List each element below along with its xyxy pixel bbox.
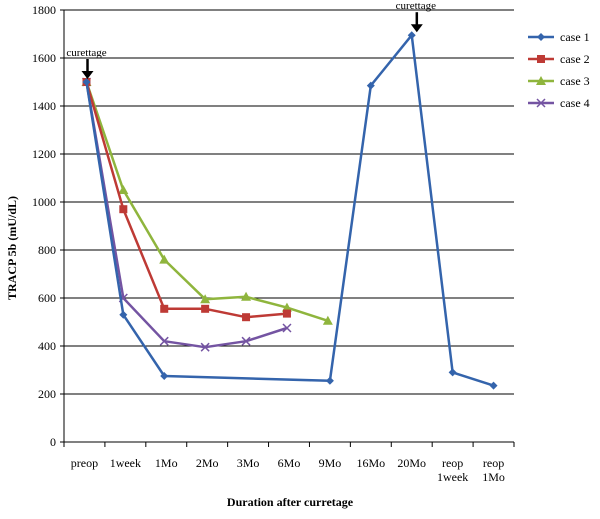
- x-axis-title: Duration after curretage: [227, 495, 354, 509]
- y-tick-label: 1000: [32, 195, 56, 209]
- y-tick-label: 1400: [32, 99, 56, 113]
- x-tick-label: reop: [442, 456, 463, 470]
- x-tick-label: 9Mo: [319, 456, 342, 470]
- annotations: curettage curettage: [66, 0, 436, 79]
- data-point: [448, 368, 457, 377]
- marker-stroke: [200, 342, 210, 352]
- data-point: [281, 302, 292, 312]
- x-tick-label: 16Mo: [356, 456, 385, 470]
- legend-marker: [536, 98, 546, 108]
- legend-label: case 3: [560, 74, 590, 88]
- y-tick-label: 1800: [32, 3, 56, 17]
- annotation: curettage: [66, 47, 107, 79]
- y-tick-label: 1200: [32, 147, 56, 161]
- data-point: [200, 294, 211, 304]
- legend-marker: [537, 33, 545, 41]
- x-tick-label: 3Mo: [237, 456, 260, 470]
- x-tick-label-line2: 1Mo: [482, 470, 505, 484]
- data-point: [407, 31, 416, 40]
- y-tick-label: 600: [38, 291, 56, 305]
- data-point: [160, 372, 169, 380]
- data-point: [201, 304, 210, 313]
- data-point: [159, 254, 170, 264]
- legend-label: case 4: [560, 96, 590, 110]
- y-tick-label: 800: [38, 243, 56, 257]
- data-point: [241, 336, 251, 346]
- data-point: [325, 376, 334, 385]
- x-tick-label: reop: [483, 456, 504, 470]
- x-tick-label-line2: 1week: [437, 470, 468, 484]
- annotation-arrow-head: [410, 24, 423, 33]
- axes: 0 200 400 600 800 1000 1200 1400 1600 1800 preop 1w…: [32, 3, 515, 484]
- y-tick-label: 200: [38, 387, 56, 401]
- data-point: [282, 309, 291, 318]
- annotation-label: curettage: [66, 47, 106, 59]
- data-point: [159, 336, 169, 346]
- data-point: [322, 315, 333, 325]
- legend-label: case 2: [560, 52, 590, 66]
- x-tick-label: 6Mo: [278, 456, 301, 470]
- series-line-case-1: [85, 33, 494, 387]
- data-point: [241, 291, 252, 301]
- data-point: [82, 78, 91, 86]
- legend: case 1 case 2 case 3 case 4: [528, 30, 590, 110]
- legend-item: case 3: [528, 74, 590, 88]
- legend-item: case 4: [528, 96, 590, 110]
- annotation-label: curettage: [396, 0, 436, 12]
- y-tick-label: 1600: [32, 51, 56, 65]
- annotation: curettage: [396, 0, 436, 33]
- marker-stroke: [241, 336, 251, 346]
- marker-stroke: [282, 323, 292, 333]
- series-line-case-3: [85, 81, 329, 322]
- series-line-case-4: [85, 81, 288, 349]
- series-lines: [81, 31, 498, 390]
- series-line-case-2: [85, 81, 288, 319]
- legend-label: case 1: [560, 30, 590, 44]
- data-point: [119, 310, 128, 319]
- x-tick-label: preop: [71, 456, 98, 470]
- data-point: [282, 323, 292, 333]
- y-tick-label: 0: [50, 435, 56, 449]
- data-point: [489, 381, 498, 390]
- annotation-arrow-head: [81, 71, 94, 79]
- legend-marker: [537, 55, 545, 63]
- y-tick-label: 400: [38, 339, 56, 353]
- data-point: [119, 205, 128, 214]
- x-tick-label: 1Mo: [155, 456, 178, 470]
- data-point: [366, 81, 375, 90]
- marker-stroke: [536, 98, 546, 108]
- x-tick-label: 2Mo: [196, 456, 219, 470]
- data-point: [118, 185, 129, 194]
- data-point: [200, 342, 210, 352]
- data-point: [160, 304, 169, 313]
- y-axis-title: TRACP 5b (mU/dL): [5, 196, 19, 300]
- legend-marker: [536, 76, 546, 85]
- marker-stroke: [159, 336, 169, 346]
- legend-item: case 2: [528, 52, 590, 66]
- legend-item: case 1: [528, 30, 590, 44]
- data-point: [242, 313, 251, 322]
- x-tick-label: 1week: [110, 456, 141, 470]
- x-tick-label: 20Mo: [397, 456, 426, 470]
